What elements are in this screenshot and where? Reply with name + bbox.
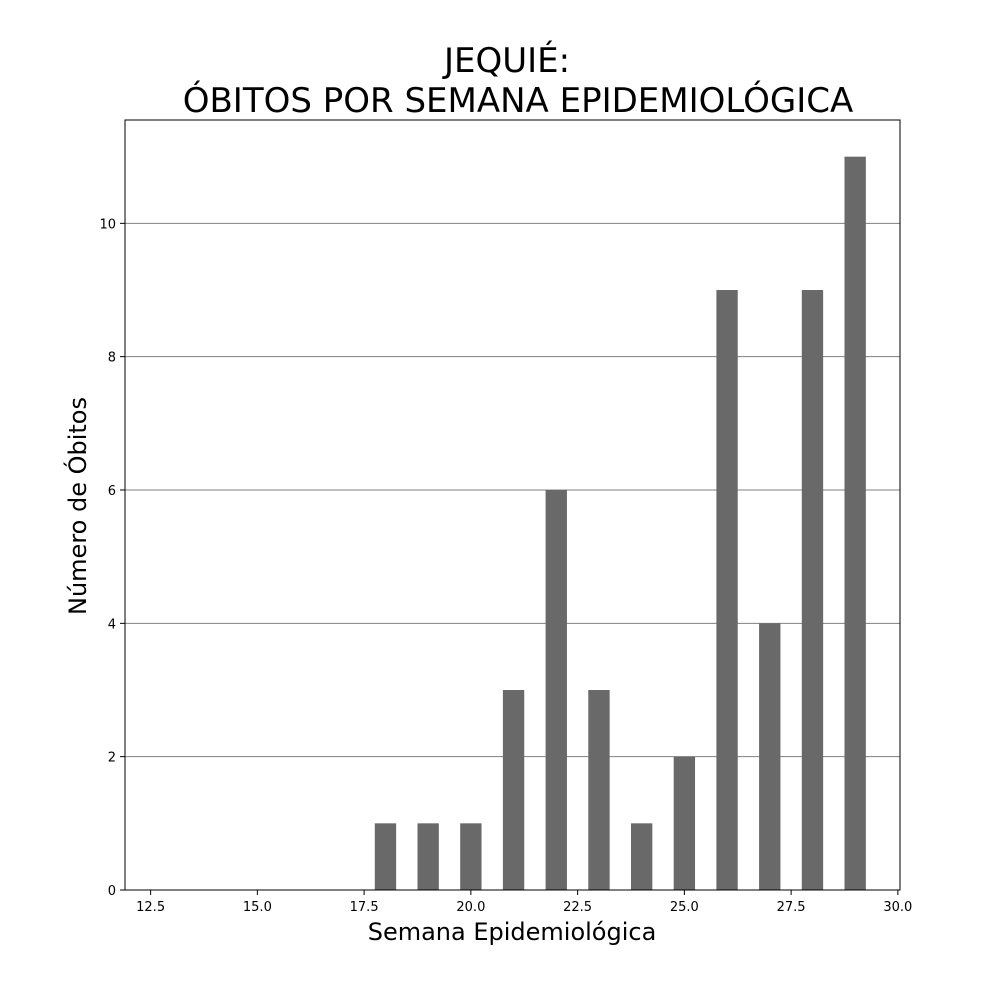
- y-tick-label: 6: [108, 484, 116, 499]
- bar-week-20: [460, 823, 482, 890]
- x-tick-label: 12.5: [136, 900, 165, 915]
- chart-title-line2: ÓBITOS POR SEMANA EPIDEMIOLÓGICA: [183, 80, 854, 121]
- y-tick-label: 4: [108, 617, 116, 632]
- bar-week-18: [374, 823, 397, 890]
- chart-title-line1: JEQUIÉ:: [442, 40, 570, 81]
- bar-week-19: [417, 823, 439, 890]
- x-tick-label: 27.5: [777, 900, 806, 915]
- y-axis-label: Número de Óbitos: [62, 397, 92, 615]
- bars: [374, 156, 866, 890]
- x-tick-label: 22.5: [563, 900, 592, 915]
- x-axis-ticks: 12.5 15.0 17.5 20.0 22.5 25.0 27.5 30.0: [136, 890, 912, 915]
- bar-week-23: [588, 690, 610, 890]
- gridlines: [125, 222, 900, 758]
- bar-week-25: [673, 756, 696, 890]
- bar-week-27: [759, 623, 781, 890]
- y-tick-label: 0: [108, 884, 116, 899]
- plot-frame: [124, 119, 901, 891]
- y-axis-ticks: 0 2 4 6 8 10: [99, 217, 125, 899]
- bar-week-29: [844, 156, 866, 890]
- bar-week-21: [502, 690, 525, 890]
- bar-week-24: [630, 823, 653, 890]
- y-tick-label: 10: [99, 217, 116, 232]
- bar-week-28: [801, 290, 824, 890]
- bar-week-22: [545, 490, 567, 890]
- y-tick-label: 8: [108, 351, 116, 366]
- x-tick-label: 17.5: [350, 900, 379, 915]
- x-tick-label: 25.0: [670, 900, 699, 915]
- bar-week-26: [716, 290, 738, 890]
- x-axis-label: Semana Epidemiológica: [368, 918, 657, 946]
- x-tick-label: 30.0: [883, 900, 912, 915]
- y-tick-label: 2: [108, 751, 116, 766]
- x-tick-label: 20.0: [456, 900, 485, 915]
- x-tick-label: 15.0: [243, 900, 272, 915]
